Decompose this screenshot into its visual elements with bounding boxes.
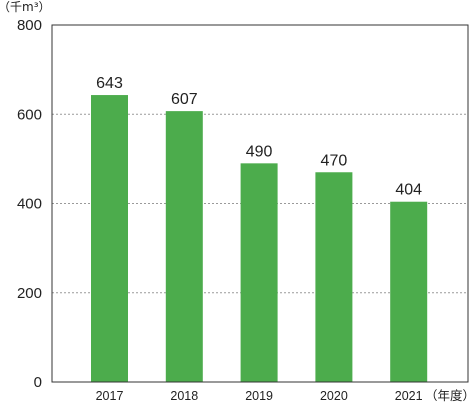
data-label: 607 <box>171 91 198 108</box>
y-tick-label: 200 <box>17 285 42 302</box>
bar <box>240 163 278 382</box>
y-tick-label: 400 <box>17 196 42 213</box>
bar <box>315 172 353 382</box>
y-tick-label: 600 <box>17 106 42 123</box>
data-labels: 643 607 490 470 404 <box>96 75 422 199</box>
x-tick-label: 2019 <box>245 389 273 403</box>
x-axis-unit-label: （年度） <box>425 388 469 403</box>
bar <box>165 111 203 382</box>
bars <box>91 95 428 382</box>
data-label: 643 <box>96 75 123 92</box>
data-label: 404 <box>395 182 422 199</box>
y-axis-ticks: 0 200 400 600 800 <box>17 17 42 391</box>
x-tick-label: 2021 <box>395 389 423 403</box>
data-label: 490 <box>246 143 273 160</box>
x-tick-label: 2018 <box>170 389 198 403</box>
y-tick-label: 800 <box>17 17 42 34</box>
x-tick-label: 2020 <box>320 389 348 403</box>
bar <box>91 95 128 382</box>
data-label: 470 <box>321 152 348 169</box>
x-tick-label: 2017 <box>96 389 124 403</box>
x-axis-ticks: 2017 2018 2019 2020 2021 <box>96 389 423 403</box>
y-axis-unit-label: （千m³） <box>0 0 51 14</box>
y-tick-label: 0 <box>34 374 42 391</box>
bar <box>390 201 428 382</box>
plot-frame <box>51 24 469 383</box>
